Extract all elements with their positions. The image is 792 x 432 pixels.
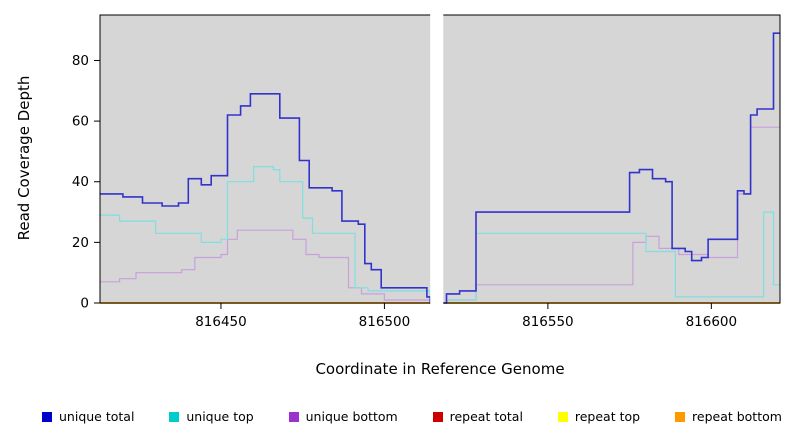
legend-item-repeat-bottom: repeat bottom [675,409,782,424]
legend: unique total unique top unique bottom repea… [42,409,782,424]
x-axis-label: Coordinate in Reference Genome [315,360,565,378]
legend-swatch-icon [169,411,180,422]
legend-item-repeat-total: repeat total [432,409,523,424]
y-tick-label: 60 [72,114,89,130]
legend-swatch-icon [675,411,686,422]
legend-swatch-icon [288,411,299,422]
x-tick-label: 816450 [195,314,247,330]
data-gap [430,12,444,306]
x-tick-label: 816550 [522,314,574,330]
y-tick-label: 80 [72,53,89,69]
legend-label: repeat top [574,409,641,424]
legend-swatch-icon [42,411,52,422]
legend-item-repeat-top: repeat top [557,409,641,424]
y-tick-label: 20 [72,235,89,251]
legend-label: repeat bottom [692,409,782,424]
x-tick-label: 816600 [686,314,738,330]
x-tick-label: 816500 [359,314,411,330]
series-line-unique-top [100,166,780,304]
legend-label: unique top [186,409,254,424]
legend-label: repeat total [449,409,523,424]
legend-swatch-icon [557,411,568,422]
y-tick-label: 0 [80,296,89,312]
series-line-unique-total [100,32,780,304]
legend-item-unique-bottom: unique bottom [288,409,398,424]
legend-label: unique bottom [305,409,398,424]
y-axis-label: Read Coverage Depth [15,75,33,241]
legend-swatch-icon [432,411,443,422]
legend-item-unique-total: unique total [42,409,134,424]
legend-label: unique total [59,409,135,424]
y-tick-label: 40 [72,174,89,190]
legend-item-unique-top: unique top [169,409,254,424]
